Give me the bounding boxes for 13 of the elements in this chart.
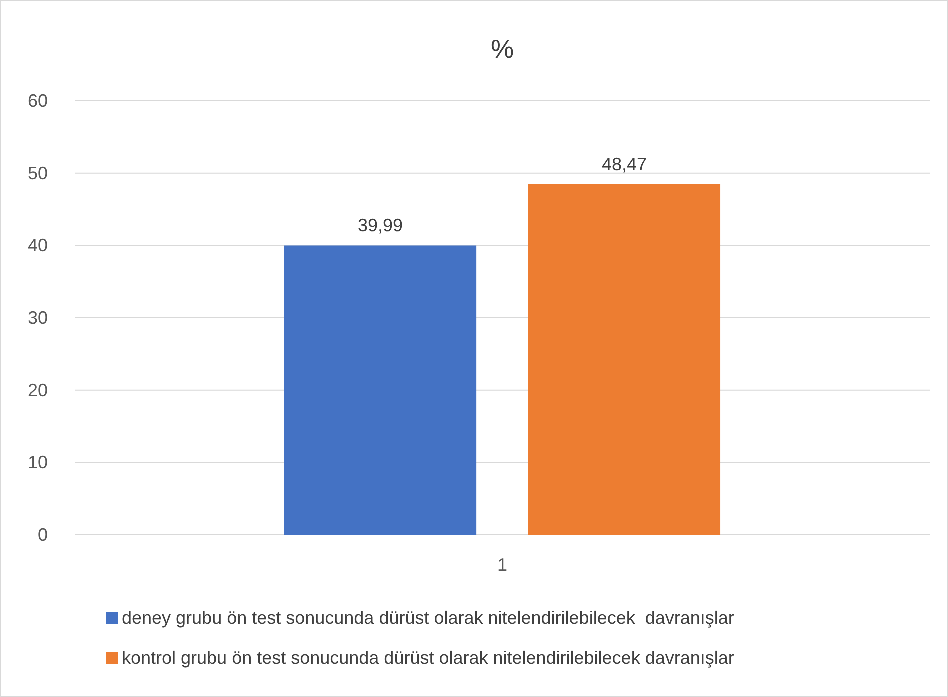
y-tick-label: 10 (28, 452, 48, 473)
x-tick-label: 1 (497, 555, 508, 575)
y-tick-label: 50 (28, 163, 48, 184)
y-tick-label: 60 (28, 91, 48, 111)
y-tick-label: 0 (38, 525, 48, 545)
y-tick-label: 40 (28, 236, 48, 256)
chart-title: % (490, 34, 514, 64)
y-tick-label: 20 (28, 380, 48, 400)
legend-label: kontrol grubu ön test sonucunda dürüst olarak nitelendirilebilecek davranışlar (122, 648, 734, 668)
text: 48,47 (602, 154, 647, 174)
legend-label: deney grubu ön test sonucunda dürüst olarak nitelendirilebilecek davranışlar (122, 608, 734, 628)
y-tick-label: 30 (28, 308, 48, 328)
text: 39,99 (358, 216, 404, 236)
